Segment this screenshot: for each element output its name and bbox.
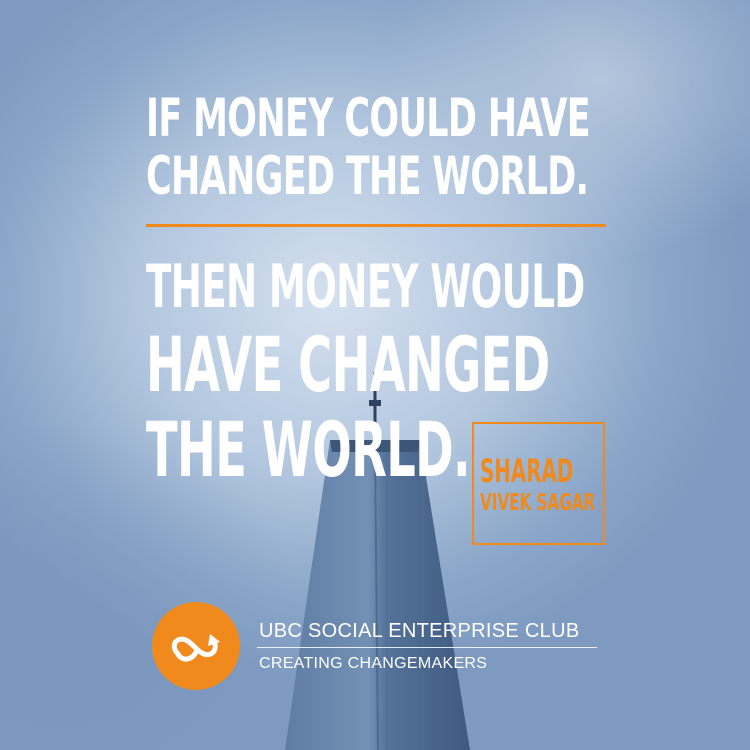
quote-line-5: THE WORLD.	[146, 405, 471, 494]
author-last-name: VIVEK SAGAR	[480, 490, 596, 516]
quote-line-4: HAVE CHANGED	[146, 320, 550, 409]
organization-divider	[257, 647, 597, 648]
tower-body	[285, 440, 470, 750]
antenna-ring	[369, 400, 381, 406]
orange-divider	[146, 224, 606, 227]
quote-line-3: THEN MONEY WOULD	[146, 252, 585, 322]
author-first-name: SHARAD	[480, 452, 574, 490]
cloud-highlight	[380, 0, 750, 260]
tower-crown	[330, 440, 420, 452]
quote-line-1: IF MONEY COULD HAVE	[146, 88, 591, 149]
quote-line-2: CHANGED THE WORLD.	[146, 146, 589, 207]
organization-tagline: CREATING CHANGEMAKERS	[259, 655, 488, 672]
infinity-arrow-icon	[152, 602, 240, 690]
author-box	[472, 422, 605, 545]
organization-name: UBC SOCIAL ENTERPRISE CLUB	[259, 620, 580, 642]
cloud-shadow	[0, 420, 300, 750]
